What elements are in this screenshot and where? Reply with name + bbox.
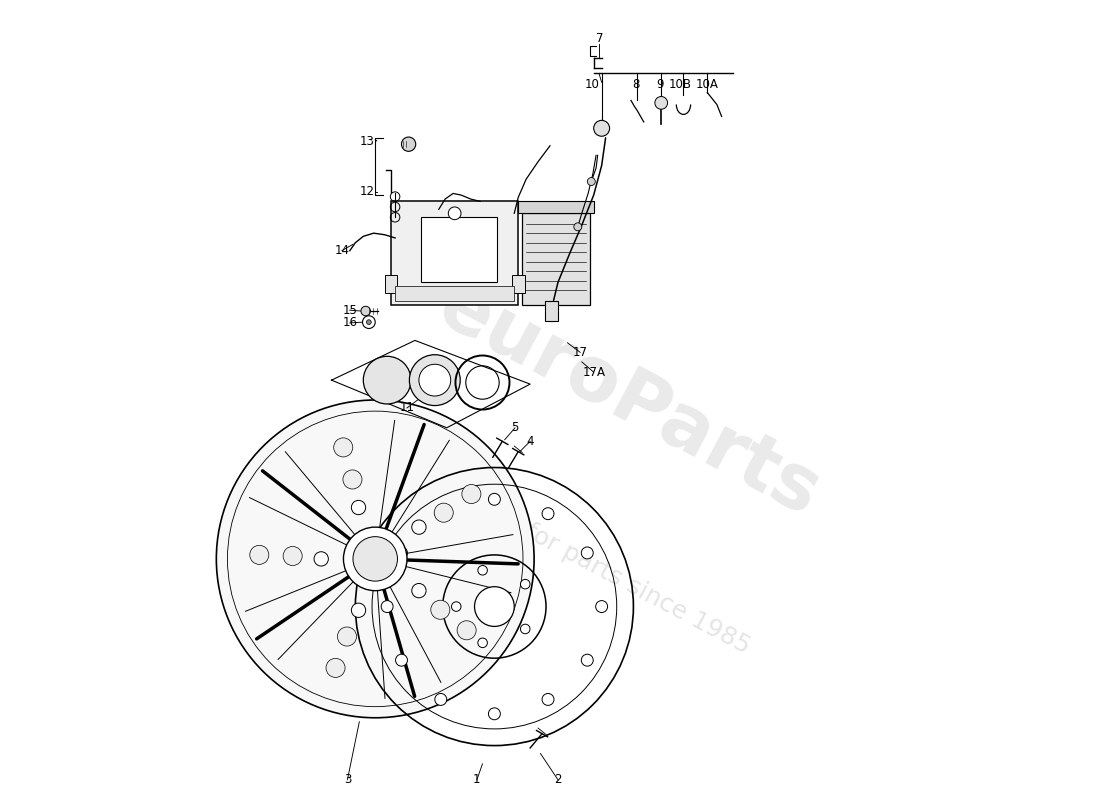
Bar <box>518 202 594 214</box>
Bar <box>512 275 525 293</box>
Circle shape <box>458 621 476 640</box>
Circle shape <box>594 120 609 136</box>
Circle shape <box>366 320 372 325</box>
Circle shape <box>250 546 268 564</box>
Circle shape <box>333 438 353 457</box>
Circle shape <box>542 508 554 520</box>
Bar <box>522 214 590 305</box>
Text: 6: 6 <box>434 212 442 226</box>
Circle shape <box>477 638 487 647</box>
Bar <box>421 218 497 282</box>
Circle shape <box>411 520 426 534</box>
Text: euroParts: euroParts <box>426 269 833 531</box>
Text: 10A: 10A <box>696 78 718 91</box>
Text: 7: 7 <box>595 32 603 45</box>
Text: 2: 2 <box>554 774 562 786</box>
Circle shape <box>351 500 365 514</box>
Text: 10: 10 <box>585 78 600 91</box>
Circle shape <box>419 364 451 396</box>
Circle shape <box>343 470 362 489</box>
Text: 3: 3 <box>343 774 351 786</box>
Circle shape <box>434 694 447 706</box>
Circle shape <box>363 356 411 404</box>
Circle shape <box>338 627 356 646</box>
Circle shape <box>411 583 426 598</box>
Text: 17A: 17A <box>582 366 605 378</box>
Circle shape <box>434 503 453 522</box>
Text: 15: 15 <box>342 304 358 317</box>
Circle shape <box>353 537 397 581</box>
Text: 10B: 10B <box>669 78 692 91</box>
Circle shape <box>451 602 461 611</box>
Bar <box>385 275 397 293</box>
Text: 17: 17 <box>573 346 587 359</box>
Circle shape <box>431 600 450 619</box>
Circle shape <box>363 316 375 329</box>
Circle shape <box>343 527 407 590</box>
Circle shape <box>474 586 515 626</box>
Circle shape <box>396 547 407 559</box>
Text: 11: 11 <box>399 402 415 414</box>
Text: 12: 12 <box>360 186 375 198</box>
Circle shape <box>283 546 302 566</box>
Circle shape <box>449 207 461 220</box>
Bar <box>395 286 515 301</box>
Circle shape <box>574 223 582 230</box>
Circle shape <box>520 624 530 634</box>
Circle shape <box>488 708 501 720</box>
Text: 5: 5 <box>512 422 519 434</box>
Circle shape <box>587 178 595 186</box>
Text: 1: 1 <box>473 774 481 786</box>
Circle shape <box>520 579 530 589</box>
Text: 14: 14 <box>334 244 350 257</box>
Circle shape <box>596 601 607 613</box>
Circle shape <box>462 485 481 503</box>
Circle shape <box>351 603 365 618</box>
Text: 16: 16 <box>342 317 358 330</box>
Circle shape <box>402 137 416 151</box>
Text: 13: 13 <box>360 134 375 147</box>
Circle shape <box>382 601 393 613</box>
Circle shape <box>488 494 501 506</box>
Circle shape <box>326 658 345 678</box>
Circle shape <box>315 552 329 566</box>
Circle shape <box>581 654 593 666</box>
Text: 9: 9 <box>656 78 663 91</box>
Circle shape <box>396 654 407 666</box>
Circle shape <box>477 566 487 575</box>
Circle shape <box>409 354 460 406</box>
Text: a passion for parts since 1985: a passion for parts since 1985 <box>409 459 755 658</box>
Bar <box>546 302 558 321</box>
Text: 8: 8 <box>632 78 639 91</box>
Text: 4: 4 <box>527 435 534 448</box>
Circle shape <box>434 508 447 520</box>
Circle shape <box>542 694 554 706</box>
Bar <box>392 202 518 305</box>
Circle shape <box>581 547 593 559</box>
Circle shape <box>654 97 668 110</box>
Circle shape <box>217 400 535 718</box>
Circle shape <box>361 306 371 316</box>
